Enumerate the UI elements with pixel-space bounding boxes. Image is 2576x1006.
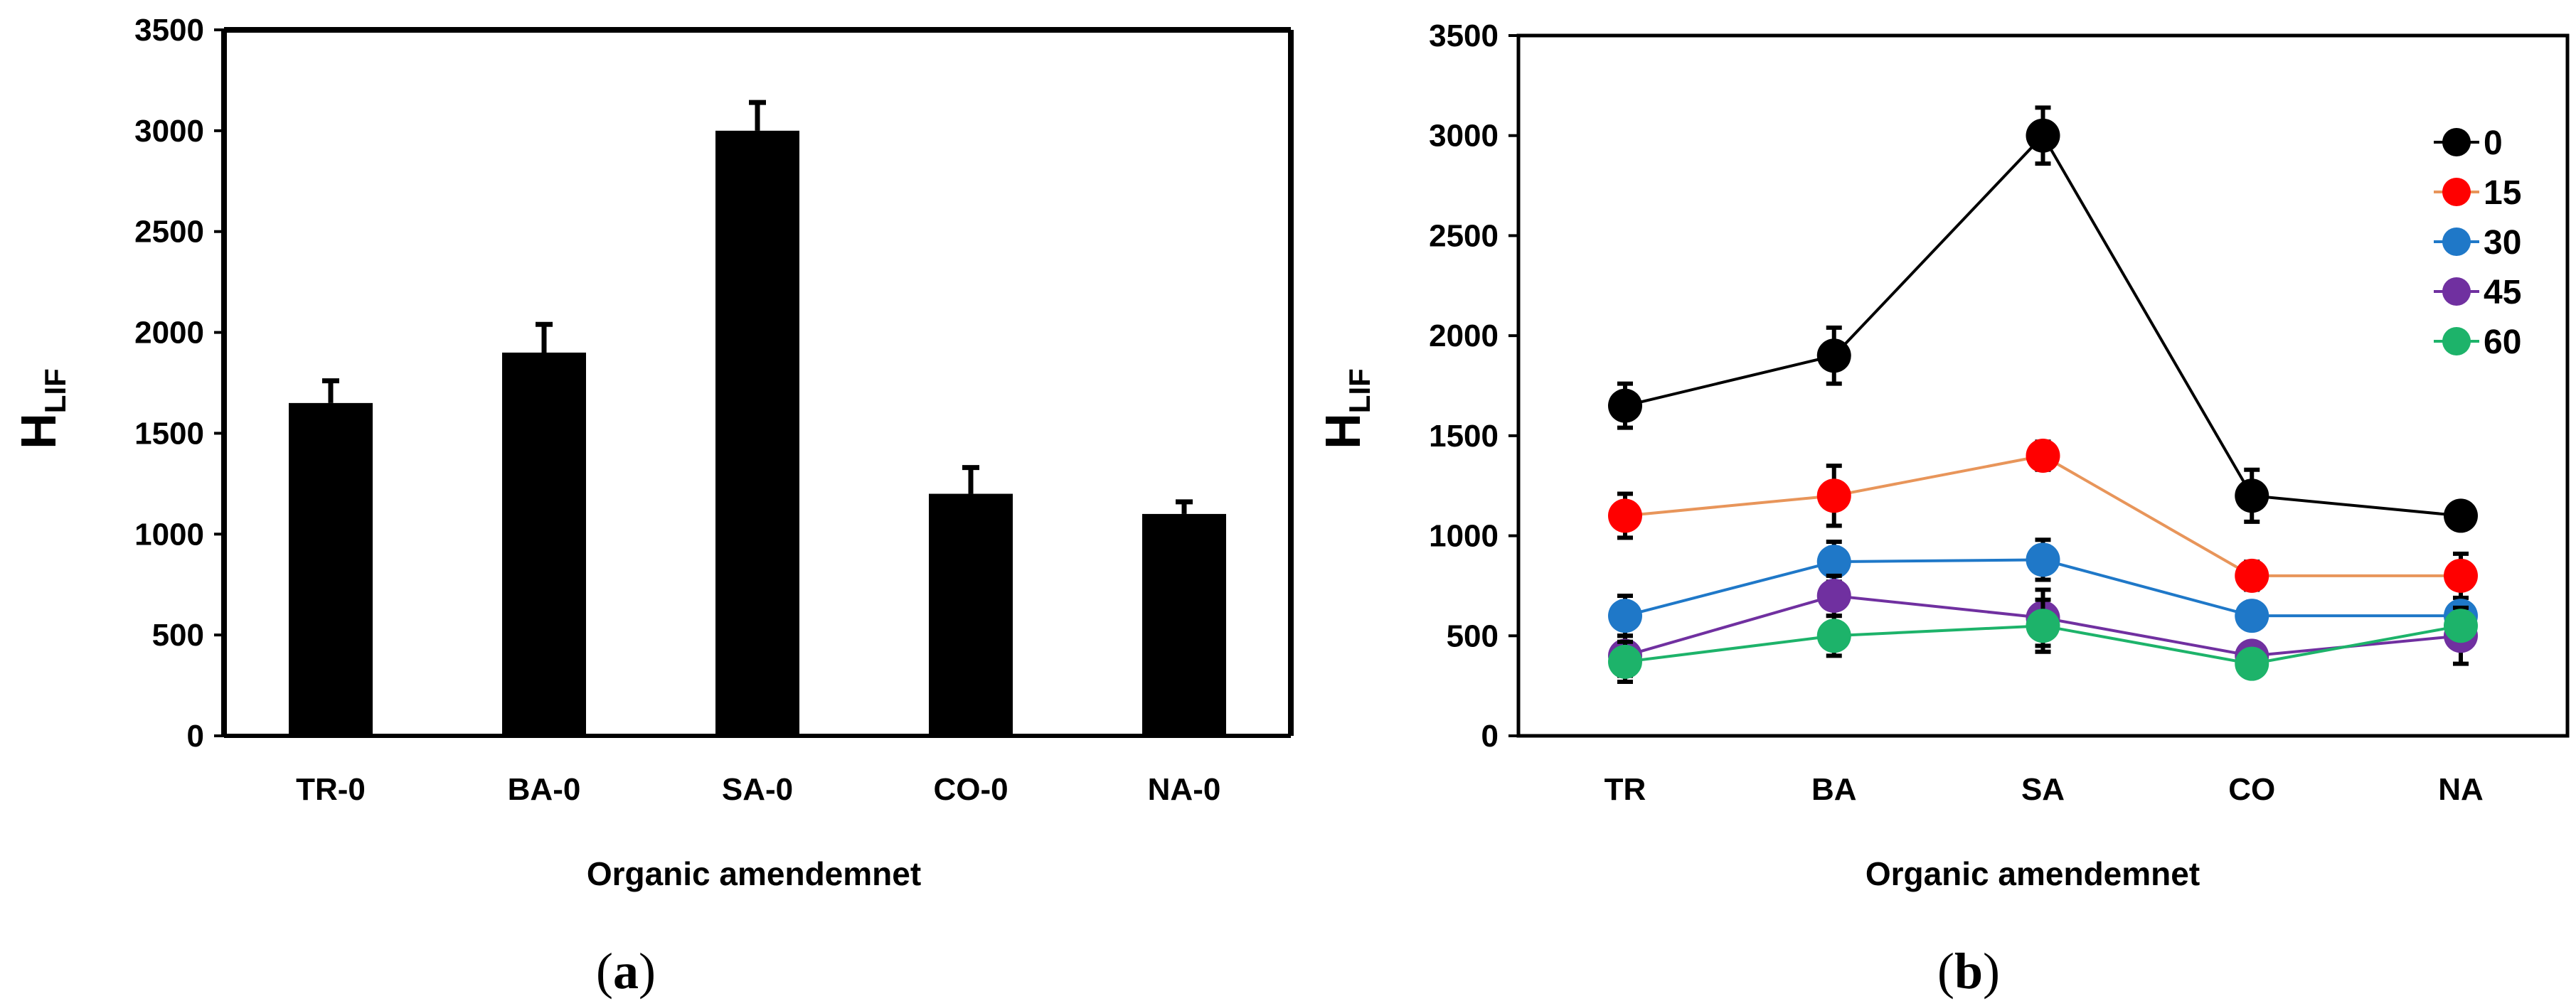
legend-label: 15 bbox=[2484, 174, 2521, 212]
plot-area bbox=[1516, 33, 2570, 738]
y-tick-label: 500 bbox=[1447, 619, 1499, 653]
data-point bbox=[1608, 644, 1642, 679]
data-point bbox=[2235, 478, 2269, 513]
x-tick-label: SA-0 bbox=[722, 772, 793, 807]
x-tick-label: NA bbox=[2438, 772, 2484, 807]
bar-sa-0 bbox=[715, 130, 799, 736]
series-0 bbox=[1608, 105, 2478, 533]
data-point bbox=[1816, 545, 1851, 579]
data-point bbox=[1816, 338, 1851, 373]
y-tick-label: 1500 bbox=[134, 416, 204, 451]
x-axis-ticks: TR BA SA CO NA bbox=[1604, 772, 2484, 807]
data-point bbox=[1816, 619, 1851, 653]
y-tick-label: 1000 bbox=[134, 517, 204, 552]
data-point bbox=[1608, 599, 1642, 633]
data-point bbox=[2444, 609, 2478, 643]
bar-co-0 bbox=[929, 493, 1013, 736]
x-axis-label: Organic amendemnet bbox=[1866, 855, 2200, 892]
y-axis-label: HLIF bbox=[11, 368, 72, 449]
x-axis-label: Organic amendemnet bbox=[587, 855, 921, 892]
panel-caption: (b) bbox=[1937, 943, 2000, 1000]
y-tick-label: 2500 bbox=[134, 215, 204, 250]
series-lines bbox=[1608, 105, 2478, 685]
data-point bbox=[2444, 498, 2478, 533]
legend-label: 30 bbox=[2484, 224, 2521, 262]
data-point bbox=[2235, 599, 2269, 633]
y-tick-label: 1000 bbox=[1429, 519, 1499, 554]
legend-marker bbox=[2442, 178, 2471, 206]
data-point bbox=[1608, 498, 1642, 533]
y-tick-label: 3500 bbox=[134, 13, 204, 48]
x-tick-label: NA-0 bbox=[1148, 772, 1221, 807]
bar-na-0 bbox=[1142, 513, 1226, 736]
x-tick-label: SA bbox=[2021, 772, 2065, 807]
y-tick-label: 3000 bbox=[1429, 119, 1499, 154]
legend-label: 45 bbox=[2484, 274, 2521, 311]
y-tick-label: 1500 bbox=[1429, 419, 1499, 454]
legend-marker bbox=[2442, 128, 2471, 156]
y-tick-label: 500 bbox=[152, 618, 204, 653]
x-tick-label: TR-0 bbox=[296, 772, 366, 807]
y-axis-ticks: 0 500 1000 1500 2000 2500 3000 3500 bbox=[134, 13, 224, 754]
y-tick-label: 0 bbox=[1481, 719, 1499, 754]
y-tick-label: 0 bbox=[187, 719, 204, 754]
data-point bbox=[2235, 646, 2269, 681]
series-30 bbox=[1608, 537, 2478, 638]
panel-caption: (a) bbox=[596, 943, 656, 1000]
y-axis-ticks: 0 500 1000 1500 2000 2500 3000 3500 bbox=[1429, 18, 1518, 754]
bar-ba-0 bbox=[502, 352, 586, 736]
x-tick-label: CO bbox=[2228, 772, 2275, 807]
y-tick-label: 2500 bbox=[1429, 218, 1499, 253]
y-tick-label: 3500 bbox=[1429, 18, 1499, 53]
data-point bbox=[2026, 609, 2060, 643]
series-60 bbox=[1608, 597, 2478, 685]
data-point bbox=[1608, 388, 1642, 423]
legend-label: 60 bbox=[2484, 323, 2521, 361]
x-tick-label: TR bbox=[1604, 772, 1646, 807]
data-point bbox=[2444, 558, 2478, 593]
data-point bbox=[2026, 118, 2060, 153]
bar-tr-0 bbox=[289, 402, 373, 736]
legend: 0 15 30 45 60 bbox=[2434, 124, 2521, 361]
data-point bbox=[2026, 439, 2060, 473]
y-tick-label: 2000 bbox=[134, 316, 204, 351]
data-point bbox=[1816, 478, 1851, 513]
x-tick-label: BA bbox=[1811, 772, 1857, 807]
data-point bbox=[1816, 579, 1851, 613]
legend-marker bbox=[2442, 327, 2471, 355]
y-tick-label: 2000 bbox=[1429, 319, 1499, 353]
x-tick-label: BA-0 bbox=[508, 772, 581, 807]
y-tick-label: 3000 bbox=[134, 114, 204, 149]
legend-marker bbox=[2442, 228, 2471, 256]
plot-border bbox=[1516, 33, 2570, 738]
series-15 bbox=[1608, 439, 2478, 600]
x-axis-ticks: TR-0 BA-0 SA-0 CO-0 NA-0 bbox=[296, 772, 1220, 807]
data-point bbox=[2235, 558, 2269, 593]
data-point bbox=[2026, 542, 2060, 577]
y-axis-label: HLIF bbox=[1315, 368, 1376, 449]
bar-chart-panel: 0 500 1000 1500 2000 2500 3000 3500 TR-0 BA-0 SA-… bbox=[11, 13, 1294, 1000]
legend-label: 0 bbox=[2484, 124, 2503, 162]
legend-marker bbox=[2442, 277, 2471, 306]
x-tick-label: CO-0 bbox=[933, 772, 1008, 807]
bars bbox=[289, 100, 1226, 736]
